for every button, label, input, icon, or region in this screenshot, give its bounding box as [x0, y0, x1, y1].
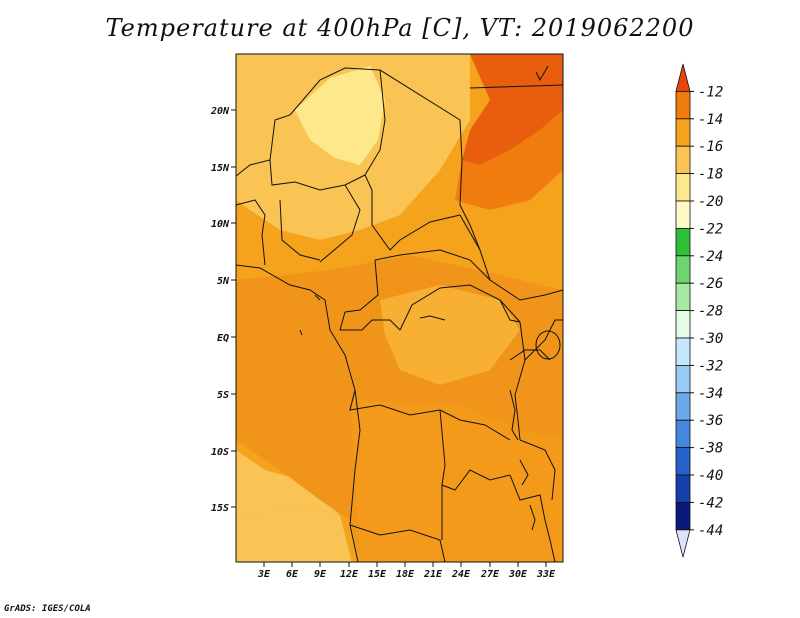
colorbar-label: -20 [698, 194, 723, 210]
colorbar-label: -32 [698, 358, 723, 374]
colorbar-label: -38 [698, 441, 723, 457]
colorbar-label: -40 [698, 468, 723, 484]
colorbar-swatches [675, 63, 691, 558]
lat-label-5n: 5N [217, 276, 230, 287]
temperature-field-cool-west [236, 450, 340, 520]
temperature-field-warm-south [350, 400, 563, 562]
colorbar-labels: -12 -14 -16 -18 -20 -22 -24 -26 -28 -30 -32 -34 -36 -… [690, 84, 723, 539]
colorbar-label: -16 [698, 139, 723, 155]
lon-label-15e: 15E [368, 569, 387, 580]
latitude-labels: 20N 15N 10N 5N EQ 5S 10S 15S [210, 106, 230, 514]
colorbar-label: -18 [698, 167, 723, 183]
colorbar-arrow-top [675, 63, 691, 92]
colorbar-swatch [675, 91, 691, 120]
colorbar-swatch [675, 337, 691, 366]
lon-label-6e: 6E [286, 569, 299, 580]
lon-label-21e: 21E [423, 569, 443, 580]
colorbar-swatch [675, 419, 691, 449]
lon-label-24e: 24E [451, 569, 471, 580]
chart-title: Temperature at 400hPa [C], VT: 201906220… [105, 14, 695, 42]
lat-label-15s: 15S [211, 503, 229, 514]
colorbar-swatch [675, 255, 691, 284]
grads-credit: GrADS: IGES/COLA [4, 604, 91, 614]
colorbar-swatch [675, 310, 691, 339]
colorbar-label: -36 [698, 413, 723, 429]
colorbar-label: -26 [698, 276, 723, 292]
colorbar-label: -30 [698, 331, 723, 347]
lat-label-5s: 5S [217, 390, 229, 401]
lon-label-12e: 12E [340, 569, 359, 580]
colorbar-label: -22 [698, 221, 723, 237]
temperature-field-warm-northeast-edge [455, 110, 563, 210]
colorbar-label: -44 [698, 523, 723, 539]
temperature-field-cool-south [236, 505, 352, 562]
colorbar-swatch [675, 145, 691, 174]
lon-label-27e: 27E [480, 569, 500, 580]
colorbar-swatch [675, 392, 691, 421]
colorbar-label: -12 [698, 84, 723, 100]
colorbar-label: -14 [698, 112, 723, 128]
longitude-axis [263, 562, 547, 567]
longitude-labels: 3E 6E 9E 12E 15E 18E 21E 24E 27E 30E 33E [257, 569, 556, 580]
map-frame [235, 53, 564, 563]
lat-label-eq: EQ [217, 333, 229, 344]
lat-label-10n: 10N [211, 219, 230, 230]
temperature-field-coolest-niger [295, 66, 385, 165]
country-borders [235, 65, 564, 563]
lat-label-15n: 15N [211, 163, 230, 174]
colorbar-arrow-bottom [675, 529, 691, 558]
lat-label-20n: 20N [210, 106, 230, 117]
map-panel: 20N 15N 10N 5N EQ 5S 10S 15S 3E 6E 9E [210, 53, 564, 580]
colorbar-swatch [675, 173, 691, 202]
lon-label-33e: 33E [536, 569, 556, 580]
colorbar-swatch [675, 447, 691, 476]
colorbar-swatch [675, 364, 691, 394]
colorbar-label: -28 [698, 304, 723, 320]
colorbar-swatch [675, 227, 691, 257]
colorbar-swatch [675, 474, 691, 503]
lakes [299, 294, 561, 531]
lon-label-18e: 18E [396, 569, 415, 580]
colorbar-swatch [675, 200, 691, 229]
colorbar-swatch [675, 282, 691, 312]
colorbar-label: -34 [698, 386, 723, 402]
lat-label-10s: 10S [211, 447, 229, 458]
colorbar-label: -42 [698, 495, 723, 511]
colorbar-swatch [675, 501, 691, 531]
lon-label-3e: 3E [257, 569, 271, 580]
colorbar-label: -24 [698, 249, 723, 265]
latitude-axis [231, 109, 236, 508]
lon-label-30e: 30E [508, 569, 528, 580]
colorbar: -12 -14 -16 -18 -20 -22 -24 -26 -28 -30 -32 -34 -36 -… [675, 63, 723, 558]
temperature-field-warmest-northeast [462, 54, 563, 165]
lon-label-9e: 9E [314, 569, 327, 580]
temperature-field-light-congo [380, 285, 520, 385]
colorbar-swatch [675, 118, 691, 147]
